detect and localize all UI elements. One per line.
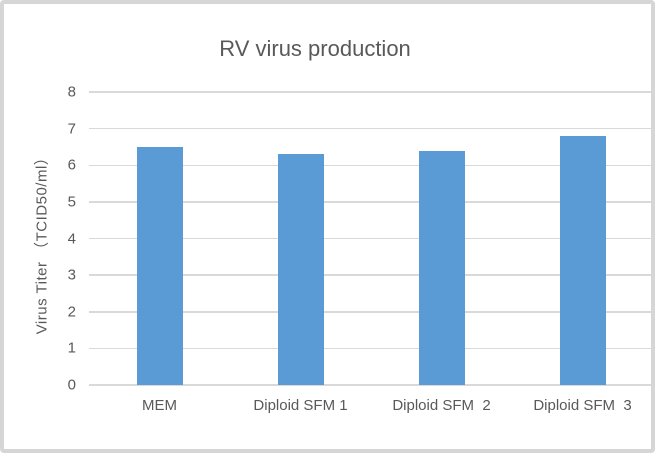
x-category-label: Diploid SFM 3 [533,397,632,414]
x-category-label: Diploid SFM 2 [392,397,491,414]
y-tick-label: 3 [67,266,76,284]
y-tick-label: 2 [67,303,76,321]
x-axis-labels: MEM Diploid SFM 1 Diploid SFM 2 Diploid SFM… [89,397,651,419]
gridline [89,274,651,276]
y-tick-label: 1 [67,339,76,357]
y-tick-label: 8 [67,83,76,101]
gridline [89,347,651,350]
y-tick-label: 4 [67,230,76,247]
gridline [89,201,651,203]
y-tick-label: 7 [67,120,76,138]
chart-title: RV virus production [219,36,411,61]
gridline [89,164,651,166]
bar-3 [418,150,465,385]
bar-2 [277,154,324,385]
y-tick-label: 0 [67,376,76,394]
x-category-label: Diploid SFM 1 [253,397,348,414]
gridline [89,311,651,313]
bar-1 [136,146,183,385]
gridline [89,91,651,93]
gridline [89,127,651,130]
x-axis-line [89,384,651,386]
gridline [89,237,651,240]
y-axis-ticks: 0 1 2 3 4 5 6 7 8 [34,84,76,394]
x-category-label: MEM [142,397,177,414]
y-tick-label: 6 [67,156,76,174]
y-tick-label: 5 [67,193,76,211]
bar-4 [559,135,606,385]
plot-area [89,91,651,386]
